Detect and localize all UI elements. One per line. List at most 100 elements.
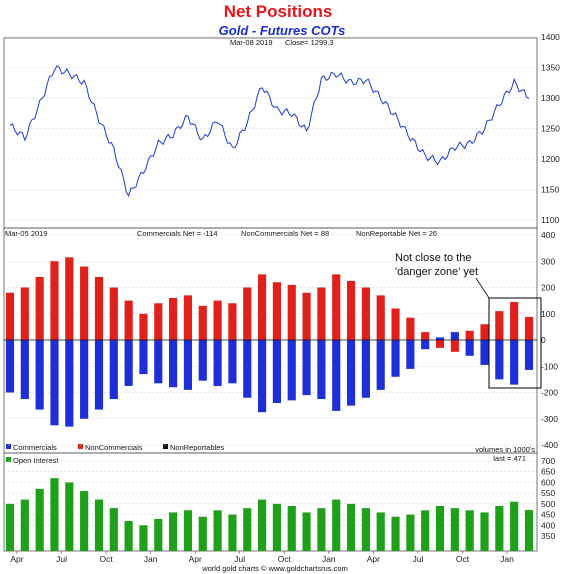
noncommercials-bar	[435, 340, 445, 348]
commercials-net-label: Commercials Net = -114	[137, 229, 218, 238]
oi-tick-label: 500	[541, 499, 555, 509]
commercials-bar	[243, 340, 252, 398]
open-interest-bar	[20, 499, 29, 551]
commercials-bar	[139, 340, 148, 375]
price-date-label: Mar-08 2019	[230, 38, 273, 47]
commercials-bar	[228, 340, 237, 384]
chart-subtitle: Gold - Futures COTs	[219, 23, 346, 38]
volumes-note: volumes in 1000's	[475, 445, 535, 454]
cot-tick-label: 100	[541, 309, 555, 319]
open-interest-bar	[169, 512, 178, 551]
open-interest-bar	[346, 503, 356, 551]
noncommercials-bar	[228, 303, 237, 340]
commercials-bar	[435, 337, 445, 340]
legend-noncommercials-label: NonCommercials	[85, 443, 143, 452]
open-interest-bar	[183, 510, 193, 551]
month-tick-label: Jan	[322, 554, 336, 564]
commercials-bar	[35, 340, 44, 410]
price-tick-label: 1400	[541, 32, 560, 42]
price-tick-label: 1200	[541, 154, 560, 164]
noncommercials-bar	[154, 303, 163, 340]
cot-date-label: Mar-05 2019	[5, 229, 48, 238]
chart-title: Net Positions	[224, 2, 333, 21]
noncommercials-bar	[406, 317, 415, 340]
noncommercials-bar	[213, 300, 222, 340]
cot-tick-label: -200	[541, 388, 558, 398]
grid-lines	[4, 36, 537, 537]
open-interest-bar	[435, 506, 445, 551]
noncommercials-bar	[35, 277, 44, 340]
noncommercials-bar	[109, 287, 118, 340]
cot-tick-label: 300	[541, 256, 555, 266]
open-interest-bar	[243, 508, 252, 551]
noncommercials-bar	[391, 308, 400, 340]
open-interest-bar	[139, 525, 148, 551]
commercials-bar	[495, 340, 504, 380]
noncommercials-bar	[80, 266, 89, 340]
noncommercials-bar	[421, 332, 430, 340]
commercials-bar	[258, 340, 267, 413]
commercials-bar	[5, 340, 15, 393]
noncommercials-bar	[5, 292, 15, 340]
annotation-pointer	[475, 277, 490, 299]
noncommercials-bar	[272, 282, 281, 340]
danger-zone-box	[488, 297, 542, 389]
open-interest-bar	[124, 521, 133, 551]
oi-tick-label: 550	[541, 488, 555, 498]
price-tick-label: 1350	[541, 63, 560, 73]
commercials-bar	[302, 340, 311, 396]
oi-tick-label: 650	[541, 467, 555, 477]
month-tick-label: Apr	[367, 554, 380, 564]
legend-commercials-swatch	[6, 444, 11, 449]
month-tick-label: Apr	[10, 554, 23, 564]
commercials-bar	[361, 340, 370, 398]
open-interest-bar	[5, 503, 15, 551]
commercials-bar	[524, 340, 534, 370]
price-tick-label: 1100	[541, 215, 560, 225]
commercials-bar	[213, 340, 222, 386]
noncommercials-bar	[346, 280, 356, 340]
noncommercials-bar	[524, 316, 534, 340]
open-interest-bar	[65, 482, 74, 551]
commercials-bar	[332, 340, 341, 411]
open-interest-bar	[154, 518, 163, 551]
noncommercials-bar	[94, 277, 104, 340]
open-interest-bar	[465, 510, 474, 551]
noncommercials-bar	[20, 287, 29, 340]
commercials-bar	[406, 340, 415, 369]
annotation-line-1: Not close to the	[395, 252, 471, 264]
legend-open-interest-swatch	[6, 457, 11, 462]
oi-tick-label: 450	[541, 510, 555, 520]
open-interest-bar	[421, 510, 430, 551]
open-interest-bar	[391, 516, 400, 551]
open-interest-last-label: last = 471	[493, 454, 526, 463]
noncommercials-bar	[258, 274, 267, 340]
noncommercials-bar	[198, 305, 207, 340]
commercials-bar	[50, 340, 59, 426]
cot-tick-label: -400	[541, 440, 558, 450]
month-tick-label: Oct	[456, 554, 470, 564]
month-tick-label: Jan	[144, 554, 158, 564]
commercials-bar	[198, 340, 207, 381]
noncommercials-bar	[361, 287, 370, 340]
legend-nonreportables-label: NonReportables	[170, 443, 224, 452]
commercials-bar	[94, 340, 104, 410]
open-interest-bar	[272, 503, 281, 551]
commercials-bar	[480, 340, 489, 365]
open-interest-bar	[510, 501, 519, 551]
open-interest-bar	[94, 499, 104, 551]
commercials-bar	[65, 340, 74, 427]
commercials-bar	[124, 340, 133, 386]
oi-panel-frame	[3, 452, 538, 552]
cot-tick-label: -300	[541, 414, 558, 424]
noncommercials-bar	[183, 295, 193, 340]
open-interest-bar	[228, 514, 237, 551]
oi-tick-label: 700	[541, 456, 555, 466]
noncommercials-bar	[480, 324, 489, 340]
cot-tick-label: 400	[541, 230, 555, 240]
open-interest-bar	[80, 491, 89, 551]
open-interest-bar	[376, 512, 385, 551]
noncommercials-bar	[332, 274, 341, 340]
legend-commercials-label: Commercials	[13, 443, 57, 452]
open-interest-bar	[302, 512, 311, 551]
